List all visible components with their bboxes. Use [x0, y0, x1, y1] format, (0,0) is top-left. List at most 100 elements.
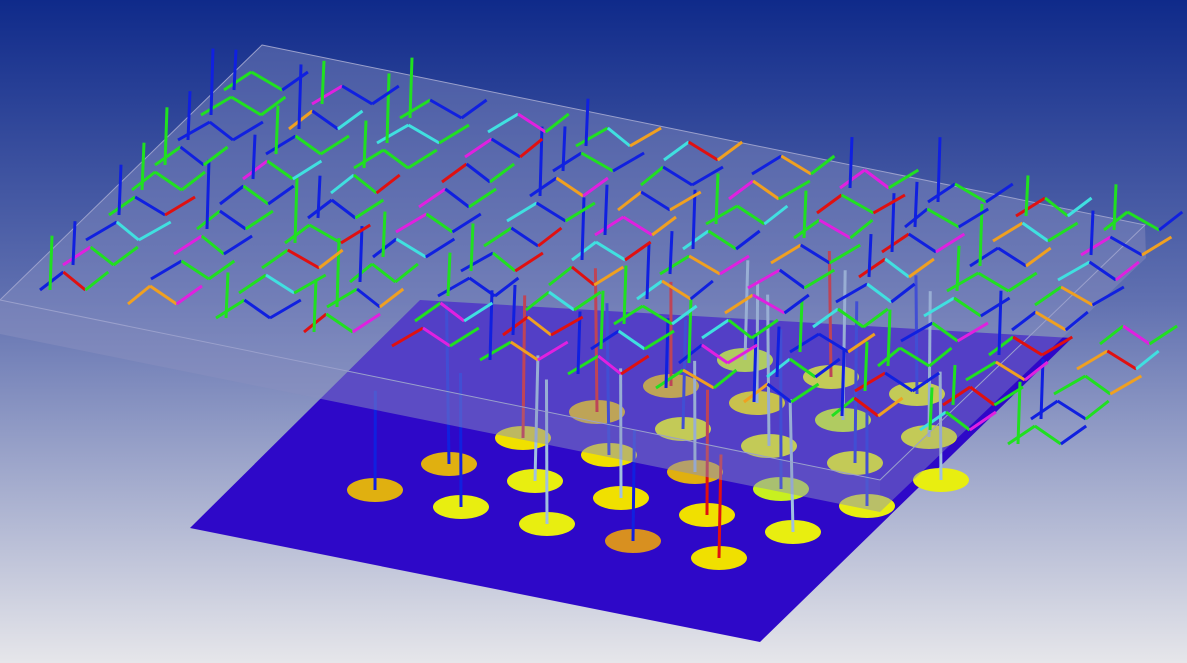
wire-segment — [1041, 335, 1074, 357]
wire-segment — [622, 215, 653, 237]
wire-segment — [612, 151, 645, 173]
wire-segment — [931, 321, 959, 343]
wire-segment — [1033, 424, 1062, 446]
wire-segment — [640, 190, 671, 212]
wire-segment — [1015, 196, 1046, 218]
wire-riser — [251, 134, 257, 180]
wire-segment — [661, 279, 692, 301]
wire-segment — [529, 176, 558, 198]
wire-segment — [330, 198, 357, 220]
wire-segment — [353, 148, 385, 170]
wire-segment — [814, 357, 841, 379]
wire-segment — [1025, 246, 1052, 268]
wire-segment — [1091, 285, 1125, 307]
wire-riser — [645, 243, 651, 300]
wire-segment — [968, 410, 997, 432]
wire-segment — [595, 240, 626, 262]
wire-riser — [538, 126, 544, 197]
wire-segment — [849, 218, 874, 240]
wire-segment — [555, 176, 585, 198]
wire-segment — [778, 268, 806, 290]
wire-segment — [790, 382, 820, 404]
wire-segment — [354, 198, 385, 220]
wire-segment — [712, 368, 738, 390]
wire-segment — [705, 204, 738, 226]
wire-segment — [597, 354, 622, 376]
wire-riser — [775, 326, 781, 378]
wire-segment — [942, 385, 972, 407]
wire-segment — [927, 182, 956, 204]
wire-segment — [884, 257, 910, 279]
wire-riser — [752, 333, 758, 403]
wire-riser — [358, 225, 364, 283]
wire-segment — [688, 254, 721, 276]
wire-segment — [862, 307, 889, 329]
wire-segment — [641, 304, 673, 326]
wire-segment — [1109, 235, 1143, 257]
wire-segment — [284, 223, 311, 245]
wire-riser — [316, 175, 322, 219]
wire-riser — [274, 105, 280, 155]
wire-segment — [175, 284, 203, 306]
wire-segment — [134, 195, 166, 217]
wire-segment — [1007, 271, 1038, 293]
wire-riser — [561, 126, 567, 172]
wire-segment — [969, 385, 996, 407]
wire-segment — [890, 282, 916, 304]
wire-segment — [552, 151, 583, 173]
wire-riser — [381, 211, 387, 258]
wire-segment — [837, 307, 865, 329]
wire-segment — [460, 98, 488, 120]
wire-segment — [510, 226, 539, 248]
wire-riser — [446, 252, 452, 297]
wire-segment — [1084, 374, 1112, 396]
wire — [755, 280, 760, 404]
wire-segment — [985, 182, 1014, 204]
wire-segment — [244, 209, 274, 231]
wire-segment — [887, 168, 920, 190]
wire-segment — [336, 109, 364, 131]
wire-segment — [437, 276, 471, 298]
wire-riser — [687, 297, 693, 364]
wire-segment — [1053, 374, 1087, 396]
wire-segment — [378, 287, 405, 309]
wire-segment — [250, 70, 284, 92]
wire-riser — [385, 73, 391, 144]
wire-segment — [899, 346, 931, 368]
wire-segment — [752, 179, 780, 201]
wire-segment — [928, 346, 953, 368]
wire-segment — [1023, 360, 1049, 382]
wire-segment — [340, 223, 371, 245]
wire-segment — [945, 410, 971, 432]
wire-segment — [707, 229, 737, 251]
wire-segment — [266, 159, 294, 181]
wire-segment — [382, 148, 409, 170]
wire-segment — [418, 187, 447, 209]
wire-segment — [853, 396, 880, 418]
wire-riser — [867, 233, 873, 278]
wire-segment — [219, 209, 247, 231]
wire-segment — [770, 243, 802, 265]
wire-riser — [1016, 381, 1022, 445]
wire-segment — [1044, 196, 1069, 218]
wire-segment — [789, 332, 820, 354]
wire-riser — [603, 184, 609, 236]
wire-segment — [727, 318, 753, 340]
wire-segment — [812, 307, 839, 329]
wire-segment — [294, 134, 322, 156]
wire-segment — [326, 287, 358, 309]
wire-riser — [205, 159, 211, 230]
wire-riser — [886, 309, 892, 367]
wire-segment — [590, 329, 620, 351]
wire-segment — [537, 340, 569, 362]
wire-segment — [570, 265, 596, 287]
wire-segment — [526, 315, 552, 337]
wire-riser — [928, 387, 934, 431]
wire-segment — [854, 371, 886, 393]
wire-segment — [230, 95, 262, 117]
wire-segment — [535, 201, 567, 223]
wire-segment — [980, 296, 1011, 318]
wire-segment — [463, 301, 494, 323]
wire-segment — [1084, 399, 1110, 421]
